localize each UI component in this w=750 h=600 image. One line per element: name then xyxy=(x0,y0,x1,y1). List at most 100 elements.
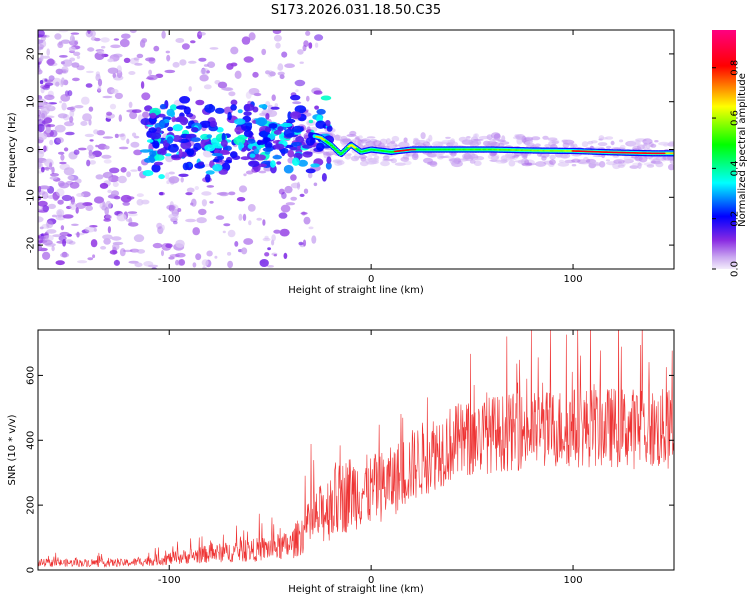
spectrogram-cell xyxy=(391,135,400,142)
spectrogram-cell xyxy=(154,161,164,166)
spectrogram-cell xyxy=(256,140,266,145)
spectrogram-cell xyxy=(134,63,143,66)
spectrogram-cell xyxy=(143,261,154,267)
spectrogram-cell xyxy=(172,61,180,68)
spectrogram-cell xyxy=(335,149,339,152)
spectrogram-cell xyxy=(58,30,69,33)
spectrogram-cell xyxy=(197,161,205,166)
spectrogram-cell xyxy=(111,236,122,241)
spectrogram-cell xyxy=(314,34,324,41)
spectrogram-cell xyxy=(344,148,348,151)
spectrogram-cell xyxy=(655,161,664,168)
spectrogram-cell xyxy=(261,48,267,56)
spectrogram-cell xyxy=(264,141,273,149)
spectrogram-cell xyxy=(242,213,247,221)
spectrogram-cell xyxy=(118,146,129,150)
snr-panel: -100 0 100 0 200 400 600 Height of straight li… xyxy=(7,329,675,595)
spectrogram-cell xyxy=(38,67,41,73)
spectrogram-cell xyxy=(133,149,143,156)
spectrogram-cell xyxy=(59,231,70,237)
spectrogram-cell xyxy=(613,147,626,150)
spectrogram-cell xyxy=(116,213,127,222)
spectrogram-cell xyxy=(60,94,71,102)
spectrogram-cell xyxy=(38,216,44,223)
spectrogram-cell xyxy=(58,235,67,241)
spectrogram-cell xyxy=(326,156,332,164)
spectrogram-cell xyxy=(56,209,65,217)
spectrogram-cell xyxy=(217,81,228,89)
spectrogram-cell xyxy=(109,250,118,255)
spectrogram-cell xyxy=(58,41,63,46)
spectrogram-cell xyxy=(73,149,80,155)
spectrogram-cell xyxy=(217,155,225,160)
spectrogram-cell xyxy=(128,101,133,109)
spectrogram-cell xyxy=(147,74,158,81)
spectrogram-cell xyxy=(279,228,290,237)
spectrogram-cell xyxy=(188,86,192,92)
spectrogram-cell xyxy=(224,145,232,152)
spectrogram-cell xyxy=(382,155,390,160)
spectrogram-cell xyxy=(107,189,112,194)
spectrogram-cell xyxy=(67,175,75,180)
spectrogram-cell xyxy=(321,173,327,182)
spectrogram-cell xyxy=(245,170,254,175)
spectrogram-cell xyxy=(248,88,260,95)
spectrogram-cell xyxy=(331,146,336,149)
spectrogram-cell xyxy=(38,185,42,193)
spectrogram-cell xyxy=(227,229,236,238)
spectrogram-cell xyxy=(95,144,99,148)
spectrogram-cell xyxy=(306,95,310,102)
spectrogram-cell xyxy=(605,145,612,149)
spectrogram-cell xyxy=(535,161,547,167)
spectrogram-cell xyxy=(81,96,90,105)
spectrogram-cell xyxy=(38,46,44,51)
spectrogram-cell xyxy=(458,136,468,143)
spectrogram-cell xyxy=(192,227,200,236)
spectrogram-cell xyxy=(643,142,648,146)
spectrogram-cell xyxy=(241,247,248,255)
spectrogram-cell xyxy=(230,151,238,159)
y-tick-label: -20 xyxy=(26,237,37,253)
spectrogram-cell xyxy=(129,111,138,120)
spectrogram-cell xyxy=(168,213,179,220)
spectrogram-cell xyxy=(134,262,143,268)
spectrogram-cell xyxy=(60,39,71,44)
spectrogram-cell xyxy=(249,153,256,158)
spectrogram-cell xyxy=(156,222,163,230)
spectrogram-cell xyxy=(204,104,216,113)
spectrogram-cell xyxy=(234,118,246,125)
spectrogram-cell xyxy=(663,143,668,147)
spectrogram-cell xyxy=(297,159,308,167)
spectrogram-cell xyxy=(324,140,328,143)
x-tick-label: 0 xyxy=(368,274,374,285)
spectrogram-cell xyxy=(60,77,65,86)
spectrogram-cell xyxy=(541,155,547,161)
spectrogram-cell xyxy=(194,186,199,190)
spectrogram-cell xyxy=(71,223,79,226)
spectrogram-cell xyxy=(313,90,323,95)
spectrogram-cell xyxy=(60,154,65,161)
spectrogram-cell xyxy=(49,161,53,170)
spectrogram-cell xyxy=(271,234,276,242)
spectrogram-cell xyxy=(72,77,80,82)
spectrogram-cell xyxy=(65,239,73,245)
spectrogram-cell xyxy=(244,122,253,126)
spectrogram-cell xyxy=(63,167,75,176)
spectrogram-cell xyxy=(114,133,119,138)
spectrogram-cell xyxy=(248,131,253,138)
spectrogram-cell xyxy=(238,213,243,221)
spectrogram-cell xyxy=(69,57,76,62)
spectrogram-cell xyxy=(55,260,65,266)
spectrogram-cell xyxy=(238,141,243,151)
spectrogram-cell xyxy=(272,155,282,160)
spectrogram-cell xyxy=(211,153,223,157)
spectrogram-cell xyxy=(473,160,482,166)
spectrogram-cell xyxy=(280,204,291,213)
spectrogram-cell xyxy=(310,163,320,168)
spectrogram-cell xyxy=(597,142,608,147)
spectrogram-cell xyxy=(61,102,67,111)
spectrogram-cell xyxy=(58,151,65,155)
spectrogram-cell xyxy=(237,109,243,114)
spectrogram-cell xyxy=(264,252,270,257)
